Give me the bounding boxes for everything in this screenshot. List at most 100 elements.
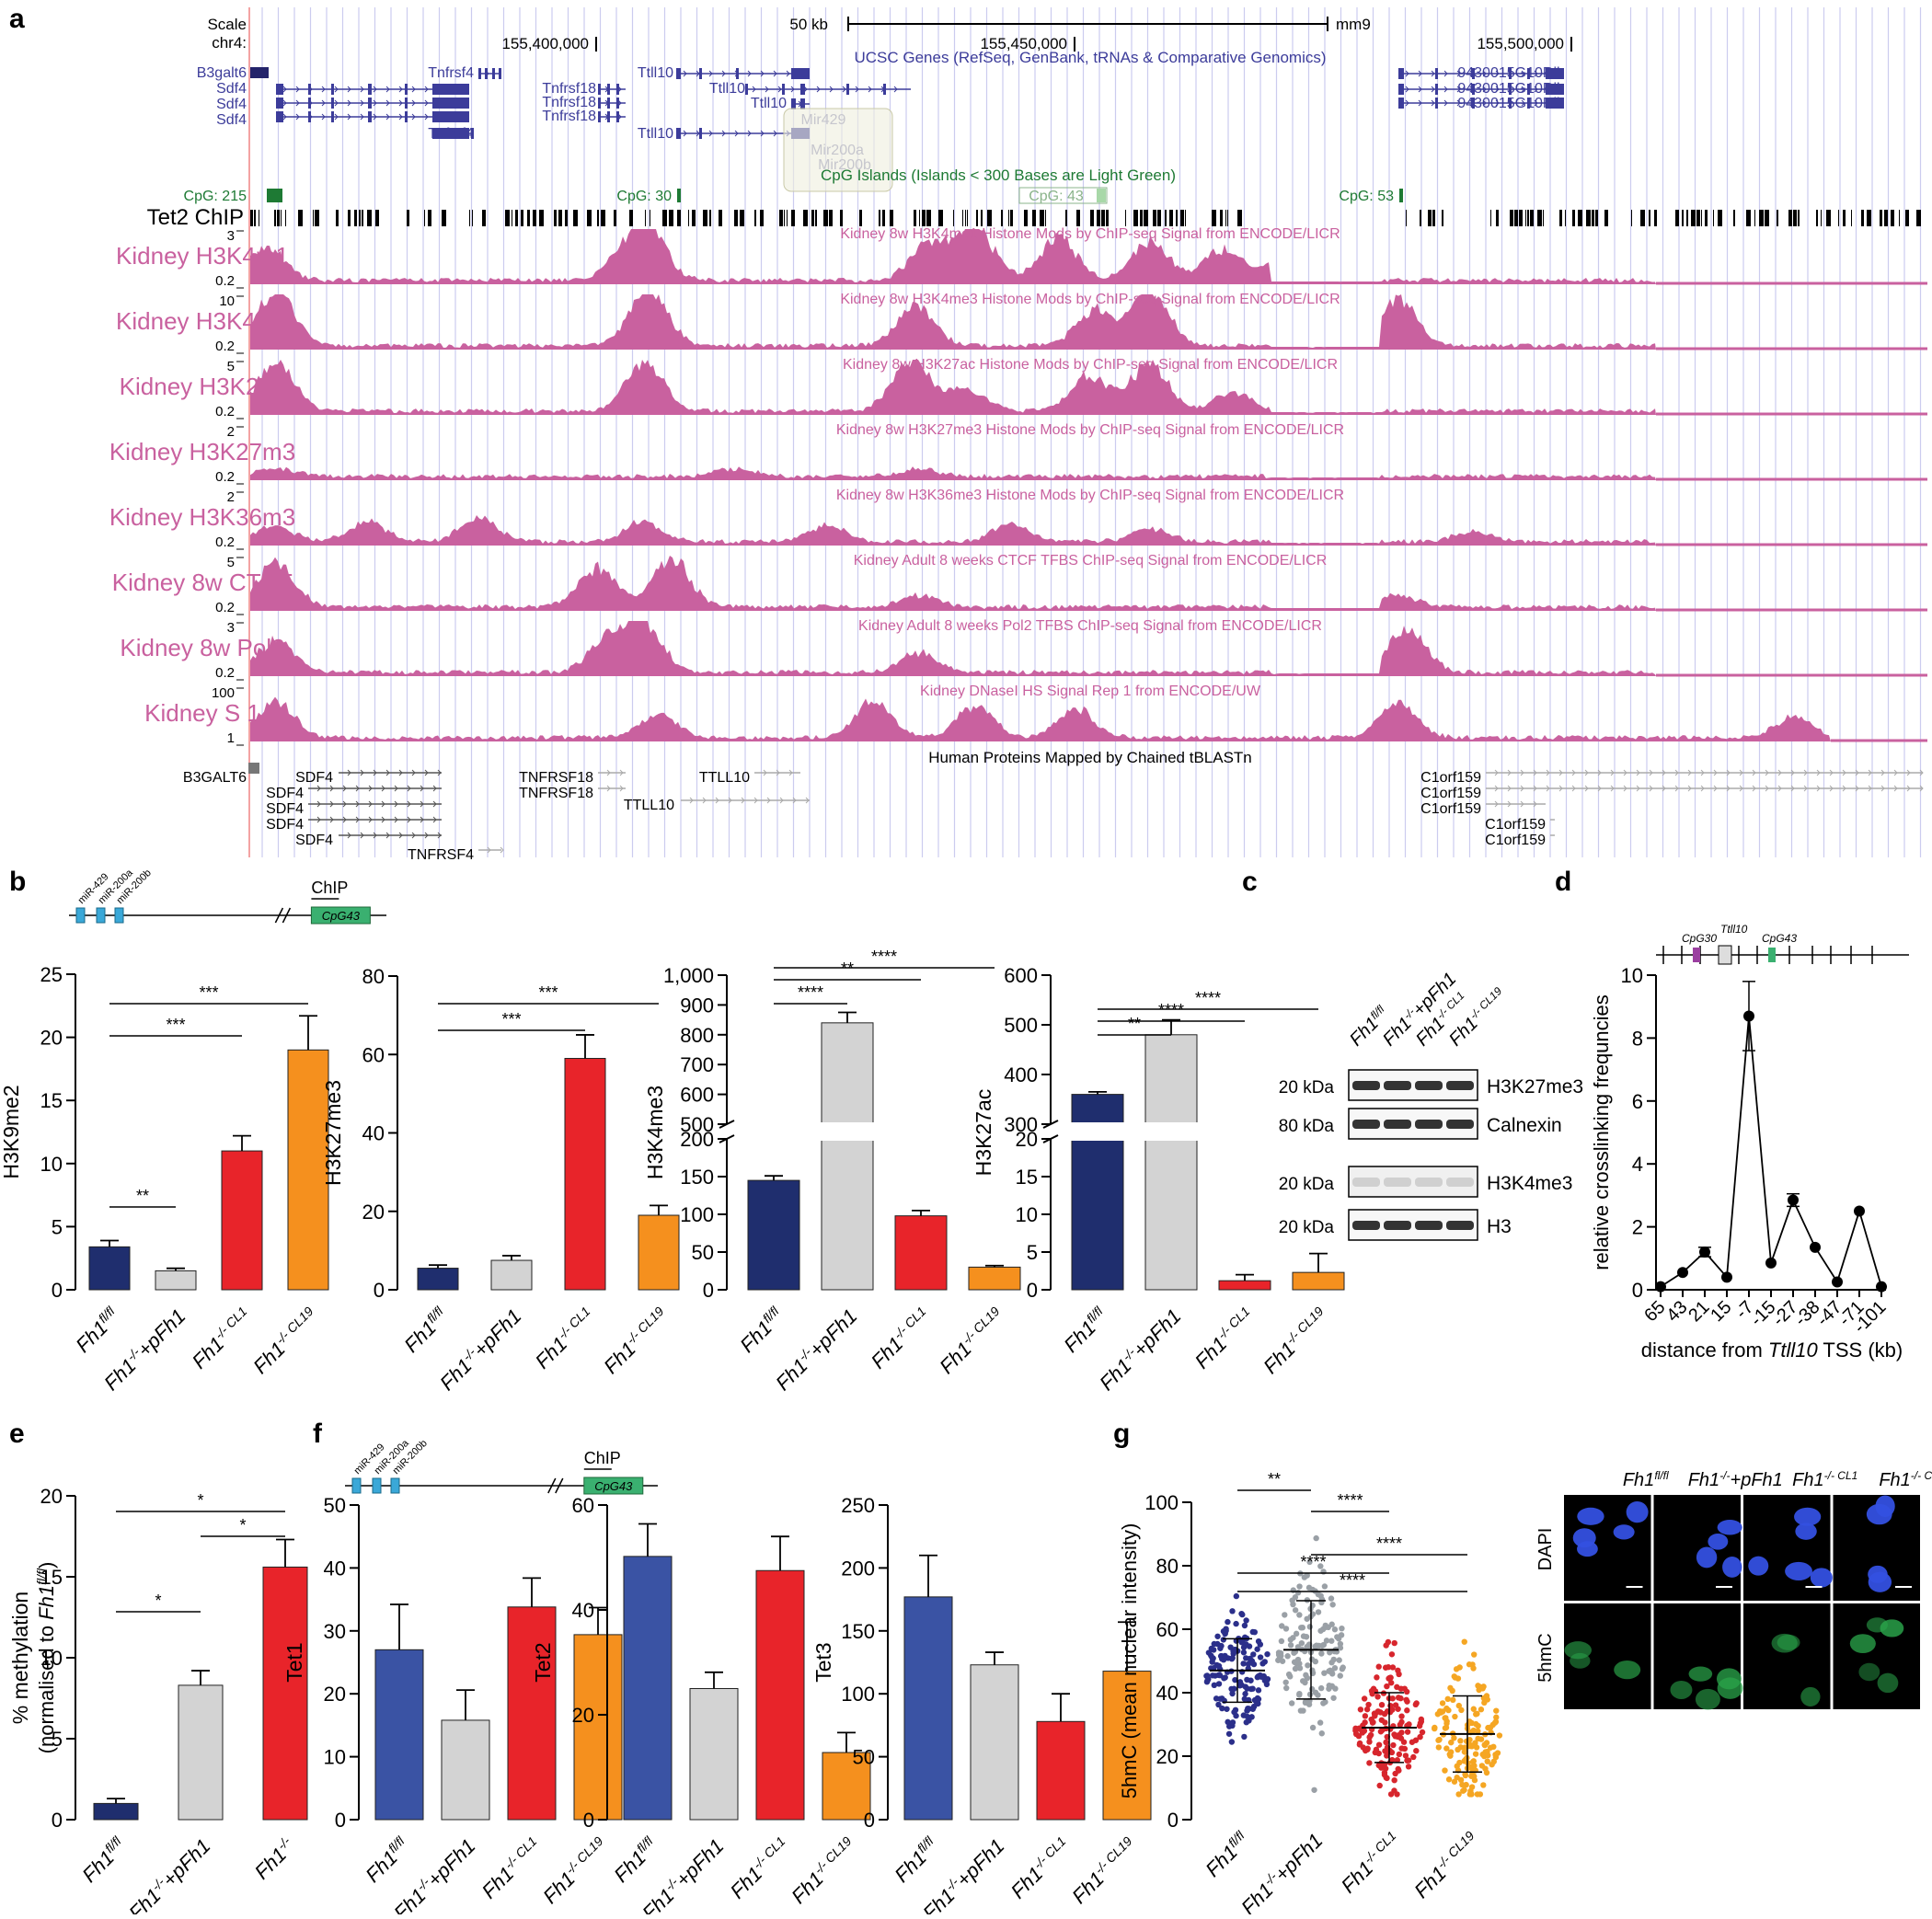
- x-tick-label: Fh1-/- CL19: [538, 1833, 613, 1908]
- tet2-peak: [1406, 210, 1407, 226]
- tet2-peak: [1649, 210, 1650, 226]
- scatter-point: [1475, 1683, 1481, 1689]
- tet2-peak: [976, 210, 978, 226]
- cpg43-d-label: CpG43: [1762, 932, 1797, 945]
- tet2-peak: [692, 210, 696, 226]
- bar: [1036, 1720, 1086, 1821]
- tet2-peak: [533, 210, 536, 226]
- bar: [178, 1684, 224, 1821]
- chip-label: ChIP: [584, 1449, 621, 1467]
- x-axis-title: distance from Ttll10 TSS (kb): [1641, 1339, 1903, 1362]
- scatter-point: [1379, 1727, 1386, 1733]
- tet2-peak: [890, 210, 893, 226]
- scatter-point: [1404, 1729, 1411, 1735]
- scatter-point: [1318, 1596, 1326, 1603]
- tet2-peak: [760, 210, 764, 226]
- strand-arrow: [1790, 769, 1795, 776]
- scatter-point: [1311, 1787, 1317, 1793]
- scatter-point: [1479, 1685, 1486, 1692]
- strand-arrow: [360, 86, 364, 93]
- scatter-point: [1300, 1678, 1306, 1684]
- tet2-peak: [1880, 210, 1882, 226]
- significance-label: ****: [1337, 1491, 1363, 1510]
- tet2-peak: [527, 210, 530, 226]
- blot-band: [1415, 1221, 1443, 1230]
- strand-arrow: [1418, 86, 1422, 93]
- tet2-peak: [1793, 210, 1797, 226]
- tet2-peak: [629, 210, 633, 226]
- strand-arrow: [1855, 769, 1859, 776]
- track-max-label: 10: [219, 293, 235, 309]
- mir-exon: [114, 907, 124, 924]
- nucleus: [1613, 1524, 1635, 1540]
- scatter-point: [1255, 1687, 1262, 1694]
- scatter-point: [1257, 1641, 1264, 1648]
- gene-label: Ttll10: [709, 81, 745, 97]
- scatter-point: [1232, 1646, 1238, 1653]
- scatter-point: [1394, 1683, 1400, 1691]
- strand-arrow: [790, 86, 795, 93]
- panel-letter-d: d: [1555, 867, 1571, 897]
- y-tick-label: 0: [374, 1279, 385, 1302]
- scatter-point: [1288, 1700, 1295, 1706]
- tet2-peak: [1916, 210, 1921, 226]
- sdf4-exon: [276, 84, 283, 95]
- strand-arrow: [424, 769, 429, 776]
- scatter-point: [1438, 1709, 1444, 1716]
- cpg30-label: CpG30: [1682, 932, 1717, 945]
- scatter-point: [1282, 1612, 1288, 1618]
- y-tick-label: 5: [1027, 1241, 1038, 1264]
- blot-band: [1384, 1081, 1411, 1090]
- scatter-point: [1244, 1707, 1250, 1714]
- tet2-peak: [1185, 210, 1186, 226]
- data-point: [1765, 1257, 1777, 1269]
- signal-track: [250, 515, 1656, 546]
- strand-arrow: [500, 846, 504, 854]
- tet2-peak: [1008, 210, 1009, 226]
- scatter-point: [1337, 1672, 1343, 1679]
- scatter-point: [1229, 1690, 1236, 1697]
- ttll10-exon: [883, 84, 886, 95]
- x-tick-label: 15: [1707, 1297, 1735, 1326]
- strand-arrow: [747, 130, 752, 137]
- scatter-point: [1323, 1637, 1330, 1644]
- y-tick-label: 10: [1621, 964, 1643, 987]
- bar: [441, 1719, 490, 1821]
- strand-arrow: [773, 70, 777, 77]
- image-column-label: Fh1-/-+pFh1: [1688, 1469, 1783, 1490]
- y-tick-label: 500: [680, 1113, 714, 1136]
- scatter-point: [1321, 1670, 1328, 1676]
- scatter-point: [1385, 1638, 1392, 1646]
- tet2-peak: [1777, 210, 1778, 226]
- y-tick-label: 20: [1016, 1128, 1038, 1151]
- y-tick-label: 100: [841, 1683, 875, 1706]
- track-title: Kidney 8w H3K4me1 Histone Mods by ChIP-s…: [840, 226, 1340, 242]
- panel-letter-c: c: [1242, 867, 1258, 897]
- rik-gene-exon: [1527, 84, 1530, 95]
- strand-arrow: [816, 86, 821, 93]
- strand-arrow: [1687, 769, 1692, 776]
- strand-arrow: [1713, 785, 1718, 792]
- rik-gene-exon: [1527, 98, 1530, 109]
- strand-arrow: [1456, 86, 1461, 93]
- tet2-peak: [1884, 210, 1888, 226]
- y-tick-label: 200: [680, 1128, 714, 1151]
- tet2-peak: [965, 210, 966, 226]
- y-tick-label: 700: [680, 1053, 714, 1076]
- panel-letter-b: b: [9, 867, 26, 897]
- sdf4-exon: [368, 84, 372, 95]
- strand-arrow: [1649, 785, 1653, 792]
- strand-arrow: [360, 769, 364, 776]
- chart-f2: 0 20 40 60 Tet2: [531, 1494, 871, 1832]
- scatter-point: [1443, 1745, 1450, 1752]
- strand-arrow: [295, 113, 300, 121]
- gene-label: Tnfrsf18: [542, 95, 596, 110]
- scatter-point: [1242, 1691, 1248, 1697]
- signal-track: [250, 556, 1656, 611]
- tet2-peak: [1510, 210, 1513, 226]
- strand-arrow: [1584, 769, 1589, 776]
- scatter-point: [1395, 1695, 1402, 1701]
- scatter-point: [1243, 1719, 1249, 1726]
- y-tick-label: 0: [583, 1809, 594, 1832]
